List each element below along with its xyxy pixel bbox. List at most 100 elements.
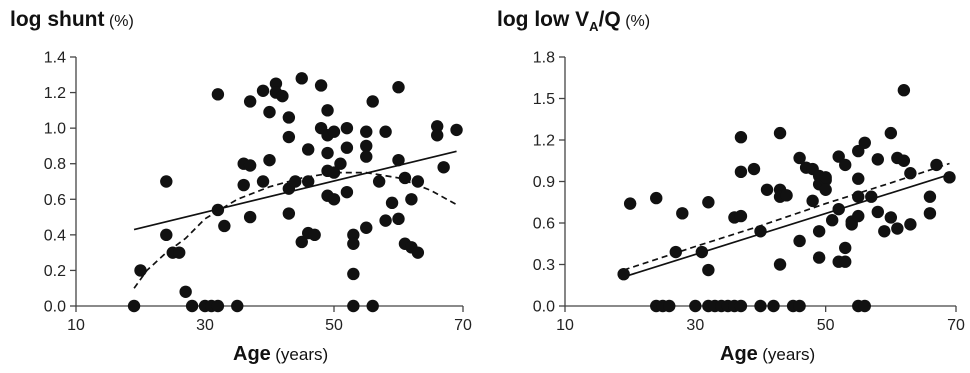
data-point — [623, 197, 637, 210]
data-point — [773, 126, 787, 140]
y-tick-label: 0.6 — [533, 216, 555, 233]
x-axis-title-text: Age — [233, 343, 271, 365]
data-point — [793, 299, 806, 313]
data-point — [431, 120, 444, 133]
data-point — [437, 161, 450, 174]
data-point — [754, 225, 767, 238]
data-point — [127, 299, 141, 313]
low-va-q-scatter-plot: 0.0 0.3 0.6 0.9 1.2 1.5 1.8 10 30 50 70 — [533, 50, 965, 335]
data-point — [819, 171, 832, 184]
data-point — [780, 189, 793, 202]
data-point — [689, 299, 702, 313]
data-point — [398, 171, 412, 185]
data-point — [695, 245, 709, 259]
x-axis-title-unit: (years) — [762, 345, 816, 364]
data-point — [276, 89, 289, 103]
chart-title: log shunt (%) — [10, 8, 134, 32]
data-point — [839, 241, 852, 255]
data-point — [327, 166, 341, 179]
data-point — [897, 84, 911, 97]
data-point — [308, 228, 321, 242]
y-tick-label: 1.5 — [533, 91, 555, 108]
data-point — [760, 183, 774, 196]
data-point — [160, 175, 173, 188]
data-point — [372, 175, 386, 188]
x-axis-title-unit: (years) — [275, 345, 329, 364]
data-point — [302, 143, 315, 156]
data-point — [173, 246, 186, 259]
chart-title-unit: (%) — [108, 13, 134, 30]
data-point — [839, 158, 852, 172]
data-point — [360, 221, 373, 234]
data-point — [327, 125, 341, 138]
x-tick-label: 50 — [817, 317, 835, 334]
data-point — [269, 77, 283, 90]
data-point — [923, 207, 937, 220]
data-point — [734, 209, 748, 223]
chart-title-text: log low V — [497, 8, 590, 31]
data-point — [263, 105, 276, 119]
chart-title-unit: (%) — [625, 13, 651, 30]
quadratic-regression-curve — [623, 162, 950, 271]
y-tick-label: 0.0 — [44, 299, 66, 316]
data-point — [904, 167, 917, 180]
data-point — [943, 171, 956, 184]
data-point — [347, 228, 360, 242]
data-point — [904, 218, 917, 231]
x-axis-title: Age (years) — [720, 343, 815, 366]
data-point — [160, 228, 173, 242]
linear-regression-line — [623, 173, 950, 278]
data-point — [747, 162, 761, 176]
data-point — [845, 218, 858, 231]
data-point — [891, 222, 904, 235]
data-point — [340, 185, 354, 199]
data-point — [360, 150, 373, 163]
data-point — [243, 159, 257, 172]
data-point — [392, 153, 405, 167]
data-point — [617, 267, 630, 281]
data-point — [282, 207, 296, 220]
data-point — [773, 258, 787, 271]
chart-title-text: log shunt — [10, 8, 105, 31]
y-tick-label: 0.9 — [533, 174, 555, 191]
x-tick-label: 30 — [196, 317, 214, 334]
data-point — [211, 299, 225, 313]
data-point — [379, 214, 392, 227]
y-tick-label: 1.2 — [533, 133, 555, 150]
data-point — [295, 72, 308, 85]
data-point — [897, 154, 911, 167]
data-point — [314, 79, 328, 92]
data-point — [852, 209, 865, 223]
data-point — [411, 175, 425, 188]
data-point — [211, 88, 225, 101]
data-point — [884, 211, 898, 224]
data-point — [302, 175, 315, 188]
data-point — [379, 125, 392, 138]
data-point — [832, 150, 845, 163]
data-point — [256, 84, 270, 97]
y-tick-label: 0.4 — [44, 227, 66, 244]
chart-title-subscript: A — [589, 19, 599, 35]
data-point — [366, 299, 379, 313]
data-point — [256, 175, 270, 188]
data-point — [231, 299, 244, 313]
data-point — [366, 95, 379, 108]
x-tick-label: 50 — [325, 317, 343, 334]
data-point — [321, 104, 334, 117]
y-tick-label: 1.8 — [533, 50, 555, 67]
data-point — [295, 235, 308, 249]
data-point — [702, 196, 715, 209]
data-point — [858, 299, 871, 313]
chart-title-suffix: /Q — [598, 8, 621, 31]
data-point — [334, 157, 347, 170]
data-point — [134, 264, 147, 277]
data-point — [360, 125, 373, 138]
data-point — [282, 111, 296, 124]
data-point — [347, 299, 360, 313]
data-point — [676, 207, 689, 220]
data-point — [865, 190, 878, 203]
data-point — [930, 158, 943, 172]
x-tick-label: 10 — [67, 317, 85, 334]
data-point — [825, 214, 839, 227]
data-point — [734, 165, 748, 179]
